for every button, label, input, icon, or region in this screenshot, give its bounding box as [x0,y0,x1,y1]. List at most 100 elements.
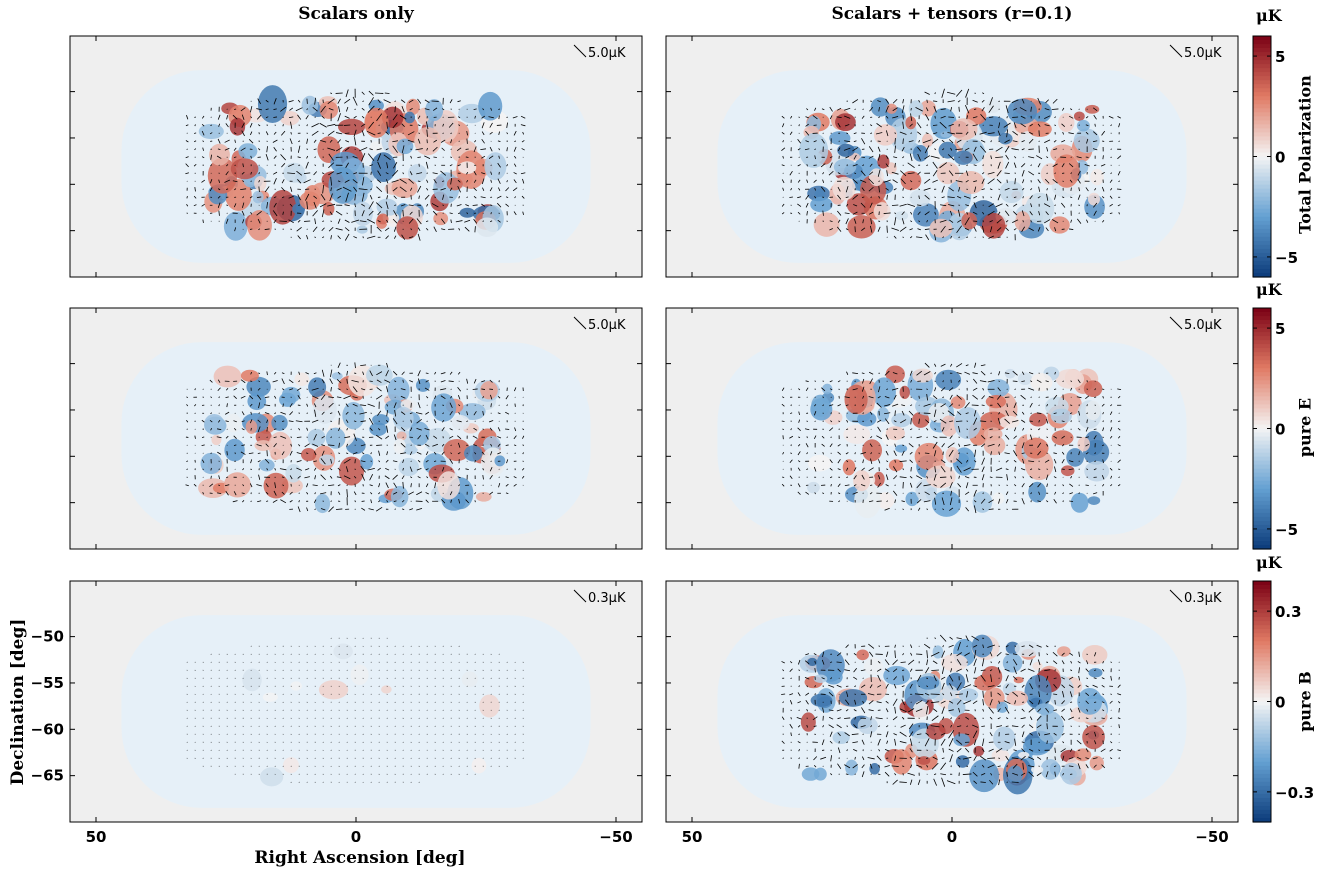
polarization-vector [1076,156,1082,159]
polarization-vector [782,187,785,191]
polarization-vector [965,507,969,512]
polarization-vector [282,403,284,407]
polarization-vector [892,388,899,391]
polarization-vector [449,212,453,214]
polarization-vector [814,380,816,383]
polarization-vector [982,155,984,160]
polarization-vector [1012,772,1019,776]
polarization-blob [1088,668,1103,678]
polarization-blob [245,419,258,434]
polarization-vector [998,371,1001,376]
polarization-vector [973,685,978,688]
polarization-vector [321,172,325,175]
polarization-vector [924,155,930,160]
polarization-vector [940,363,946,367]
polarization-vector [987,178,995,185]
polarization-vector [440,139,446,143]
polarization-vector [386,162,389,169]
polarization-vector [934,428,936,431]
polarization-vector [933,473,937,481]
polarization-vector [1070,172,1072,175]
polarization-vector [894,738,897,746]
polarization-vector [901,685,905,688]
polarization-vector [949,683,954,690]
polarization-vector [330,187,332,192]
colorbar-segment [1253,364,1271,369]
polarization-vector [407,131,415,136]
polarization-vector [829,459,833,464]
polarization-vector [1005,105,1009,114]
polarization-blob [281,386,301,403]
colorbar-segment [1253,72,1271,77]
polarization-vector [474,459,476,463]
polarization-blob [1013,676,1024,684]
polarization-vector [377,161,381,169]
polarization-vector [934,466,936,473]
polarization-vector [814,420,816,422]
polarization-vector [1078,451,1080,456]
polarization-vector [377,428,381,431]
polarization-vector [1101,196,1105,199]
polarization-blob [886,103,898,114]
colorbar-segment [1253,384,1271,389]
polarization-vector [1012,219,1019,224]
polarization-vector [917,171,921,175]
polarization-vector [996,725,1003,728]
polarization-vector [1038,732,1040,736]
polarization-vector [410,460,412,462]
polarization-vector [844,396,850,399]
polarization-vector [781,115,785,119]
polarization-vector [836,661,842,663]
colorbar-segment [1253,144,1271,150]
polarization-vector [915,106,923,112]
polarization-vector [886,444,888,447]
polarization-vector [400,411,406,416]
colorbar-segment [1253,128,1271,133]
polarization-vector [472,204,478,206]
polarization-vector [790,732,792,737]
polarization-vector [450,219,452,224]
colorbar-segment [1253,336,1271,341]
polarization-vector [781,387,785,391]
polarization-blob [843,424,871,444]
polarization-vector [948,187,954,192]
polarization-vector [853,709,857,712]
polarization-vector [1012,659,1018,666]
polarization-vector [853,204,858,207]
polarization-vector [916,204,922,206]
polarization-vector [442,419,445,423]
colorbar-segment [1253,48,1271,53]
polarization-vector [266,468,268,471]
polarization-vector [337,467,341,471]
polarization-vector [295,420,303,423]
polarization-vector [1078,410,1081,416]
polarization-vector [185,172,189,175]
polarization-vector [330,428,332,430]
polarization-vector [900,661,906,663]
colorbar-segment [1253,56,1271,61]
polarization-vector [344,179,350,183]
polarization-vector [1053,458,1057,464]
polarization-vector [814,187,816,191]
polarization-vector [806,396,808,398]
polarization-vector [377,132,381,134]
polarization-vector [918,418,920,424]
polarization-vector [966,211,968,215]
polarization-vector [956,363,963,368]
polarization-vector [923,643,931,649]
polarization-blob [1084,461,1110,482]
polarization-vector [1100,163,1106,167]
polarization-vector [258,228,261,231]
polarization-vector [933,773,937,776]
polarization-vector [892,98,898,104]
polarization-vector [418,195,420,199]
polarization-vector [456,204,462,207]
polarization-vector [1046,443,1049,447]
polarization-vector [258,180,261,183]
polarization-vector [806,724,808,728]
polarization-vector [998,779,1001,786]
polarization-vector [1085,452,1089,455]
polarization-vector [457,371,461,375]
polarization-vector [1062,404,1064,406]
polarization-vector [258,402,261,409]
